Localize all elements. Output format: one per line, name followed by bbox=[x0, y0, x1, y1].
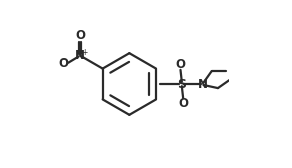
Text: O: O bbox=[58, 57, 68, 70]
Text: −: − bbox=[60, 55, 66, 64]
Text: N: N bbox=[75, 49, 85, 62]
Text: O: O bbox=[175, 57, 185, 71]
Text: N: N bbox=[198, 77, 208, 91]
Text: O: O bbox=[178, 97, 188, 111]
Text: O: O bbox=[75, 29, 85, 42]
Text: +: + bbox=[81, 48, 87, 56]
Text: S: S bbox=[177, 77, 186, 91]
